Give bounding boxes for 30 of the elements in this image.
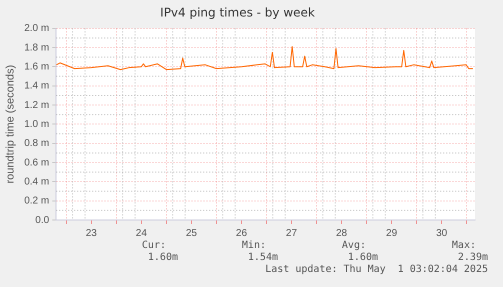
y-tick-label: 1.6 m (24, 61, 50, 72)
x-tick-label: 29 (386, 228, 398, 239)
y-tick-label: 0.4 m (24, 176, 50, 188)
chart-title: IPv4 ping times - by week (160, 5, 315, 20)
y-tick-label: 0.0 (35, 214, 50, 226)
text: Last update: Thu May 1 03:02:04 2025 (265, 264, 488, 275)
text: Max: (452, 240, 476, 251)
text: 2.39m (458, 252, 488, 263)
y-tick-label: 1.8 m (24, 42, 50, 54)
x-tick-label: 27 (286, 228, 298, 239)
x-tick-label: 24 (136, 228, 148, 239)
text: Avg: (342, 240, 366, 251)
y-tick-label: 1.4 m (24, 80, 50, 92)
y-tick-label: 0.6 m (24, 157, 50, 168)
text: Cur: (142, 240, 166, 251)
text: 1.54m (248, 252, 278, 263)
x-tick-label: 28 (336, 228, 348, 239)
y-axis-title: roundtrip time (seconds) (4, 64, 17, 184)
text: 1.60m (148, 252, 178, 263)
x-tick-label: 23 (86, 228, 98, 239)
y-tick-label: 2.0 m (24, 23, 50, 34)
text: Min: (242, 240, 266, 251)
y-tick-label: 1.2 m (24, 100, 50, 111)
y-tick-label: 1.0 m (24, 118, 50, 130)
y-tick-label: 0.2 m (24, 196, 50, 207)
x-tick-label: 30 (436, 228, 448, 239)
x-tick-label: 25 (186, 228, 198, 239)
y-tick-label: 0.8 m (24, 138, 50, 150)
x-tick-label: 26 (236, 228, 248, 239)
text: 1.60m (348, 252, 378, 263)
